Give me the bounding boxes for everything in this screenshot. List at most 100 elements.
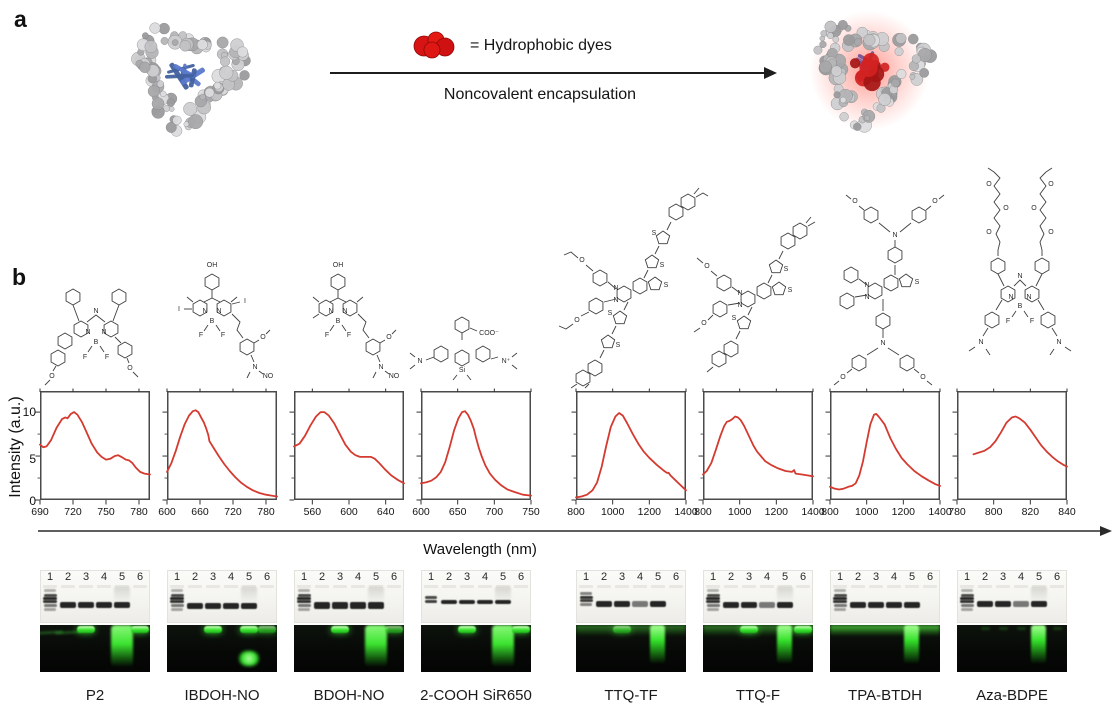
gel-band <box>241 603 257 609</box>
lane-number: 1 <box>173 571 181 583</box>
svg-text:N⁺: N⁺ <box>502 358 511 365</box>
gel-band <box>332 602 348 609</box>
gel-band <box>350 602 366 609</box>
structure-ttq-f: N N S O O S S <box>690 203 830 393</box>
x-tick-label: 1400 <box>928 506 952 518</box>
x-axis-label: Wavelength (nm) <box>423 541 537 558</box>
y-axis-label: Intensity (a.u.) <box>7 396 24 498</box>
gel-green-tpa-btdh <box>830 625 940 672</box>
lane-number: 3 <box>209 571 217 583</box>
green-band <box>613 626 631 633</box>
lane-number: 2 <box>727 571 735 583</box>
spectrum-ibdoh-no: 600 660 720 780 <box>158 388 278 518</box>
well-smear <box>1031 587 1047 603</box>
gel-well <box>496 585 510 588</box>
gel-well <box>424 585 438 588</box>
svg-text:S: S <box>616 342 621 349</box>
lane-number: 2 <box>854 571 862 583</box>
gel-well <box>369 585 383 588</box>
svg-text:S: S <box>652 230 657 237</box>
svg-text:OH: OH <box>333 262 344 269</box>
svg-text:B: B <box>1018 303 1023 310</box>
x-tick-label: 600 <box>412 506 430 518</box>
spectrum-frame <box>576 391 686 500</box>
gel-well <box>224 585 238 588</box>
gel-green-ttq-tf <box>576 625 686 672</box>
y-tick-10: 10 <box>22 405 36 419</box>
gel-band <box>78 602 94 608</box>
x-tick-label: 1200 <box>638 506 662 518</box>
ladder-band <box>297 597 311 600</box>
gel-well <box>442 585 456 588</box>
ladder-band <box>170 604 184 607</box>
gel-well <box>615 585 629 588</box>
green-streak <box>1031 625 1046 664</box>
panel-a-label: a <box>14 6 27 32</box>
lane-number: 4 <box>763 571 771 583</box>
green-smear <box>365 625 387 667</box>
lane-number: 3 <box>745 571 753 583</box>
lane-number: 1 <box>963 571 971 583</box>
gel-band <box>759 602 775 608</box>
green-band <box>740 626 758 633</box>
gel-well <box>796 585 810 588</box>
gel-well <box>43 585 57 588</box>
svg-text:S: S <box>660 262 665 269</box>
gel-band <box>495 600 511 604</box>
gel-band <box>723 602 739 608</box>
lane-number: 4 <box>890 571 898 583</box>
ladder-band <box>170 600 184 603</box>
ladder-band <box>425 600 437 603</box>
spectrum-frame <box>40 391 150 500</box>
gel-well <box>478 585 492 588</box>
lane-number: 1 <box>427 571 435 583</box>
gel-band <box>368 602 384 609</box>
gel-well <box>778 585 792 588</box>
lane-number: 2 <box>445 571 453 583</box>
green-band <box>794 626 812 633</box>
spectrum-tpa-btdh: 800 1000 1200 1400 <box>821 388 952 518</box>
gel-well <box>170 585 184 588</box>
ladder-band <box>833 604 847 607</box>
svg-text:O: O <box>1048 181 1054 188</box>
gel-well <box>387 585 401 588</box>
svg-text:Si: Si <box>459 367 466 374</box>
svg-text:N: N <box>93 308 98 315</box>
reaction-arrow <box>330 67 777 79</box>
spectrum-frame <box>830 391 940 500</box>
lane-number: 6 <box>672 571 680 583</box>
ladder-band <box>297 604 311 607</box>
gel-well <box>760 585 774 588</box>
lane-number: 4 <box>354 571 362 583</box>
hydrophobic-dye-icon <box>413 31 455 59</box>
gel-band <box>477 600 493 604</box>
protein-cage-dye-loaded <box>809 10 937 133</box>
lane-number: 6 <box>136 571 144 583</box>
svg-text:N: N <box>342 308 347 315</box>
gel-band <box>459 600 475 604</box>
lane-number: 2 <box>981 571 989 583</box>
svg-text:I: I <box>178 306 180 313</box>
svg-text:B: B <box>336 318 341 325</box>
svg-text:B: B <box>210 318 215 325</box>
ladder-band <box>707 589 719 592</box>
lane-number: 1 <box>582 571 590 583</box>
structure-p2: N N N B F F O O <box>40 282 150 393</box>
green-streak <box>777 625 792 664</box>
dye-label-p2: P2 <box>85 687 105 704</box>
gel-well <box>242 585 256 588</box>
svg-text:COO⁻: COO⁻ <box>479 330 499 337</box>
lane-number: 5 <box>908 571 916 583</box>
gel-band <box>205 603 221 609</box>
gel-band <box>96 602 112 608</box>
green-blob <box>239 651 259 666</box>
gel-well <box>742 585 756 588</box>
ladder-band <box>833 597 847 600</box>
ladder-band <box>297 594 311 597</box>
gel-well <box>996 585 1010 588</box>
spectrum-ttq-f: 800 1000 1200 1400 <box>694 388 825 518</box>
svg-text:N: N <box>864 282 869 289</box>
svg-text:N: N <box>880 340 885 347</box>
